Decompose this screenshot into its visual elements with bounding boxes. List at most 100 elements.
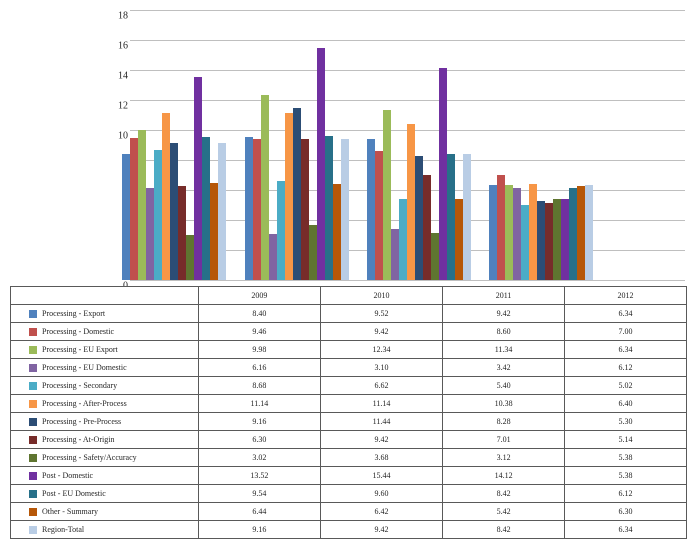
table-cell: 6.12 xyxy=(565,359,687,377)
table-cell: 3.68 xyxy=(320,449,442,467)
table-cell: 5.14 xyxy=(565,431,687,449)
bar xyxy=(391,229,399,280)
series-label: Post - Domestic xyxy=(11,467,199,485)
table-cell: 9.16 xyxy=(198,413,320,431)
y-tick-label: 16 xyxy=(108,41,128,52)
table-cell: 9.42 xyxy=(320,323,442,341)
bar xyxy=(553,199,561,280)
bar xyxy=(431,233,439,280)
table-row: Processing - EU Domestic6.163.103.426.12 xyxy=(11,359,687,377)
series-label-text: Processing - After-Process xyxy=(42,399,127,408)
square-icon xyxy=(29,400,37,408)
square-icon xyxy=(29,436,37,444)
table-row: Post - Domestic13.5215.4414.125.38 xyxy=(11,467,687,485)
data-table: 2009201020112012 Processing - Export8.40… xyxy=(10,286,687,539)
bar-group xyxy=(122,77,226,280)
bar xyxy=(122,154,130,280)
series-label-text: Processing - Domestic xyxy=(42,327,114,336)
table-cell: 5.02 xyxy=(565,377,687,395)
table-row: Processing - Secondary8.686.625.405.02 xyxy=(11,377,687,395)
series-label-text: Processing - Secondary xyxy=(42,381,117,390)
table-cell: 3.02 xyxy=(198,449,320,467)
bar xyxy=(439,68,447,280)
table-cell: 6.34 xyxy=(565,305,687,323)
series-label: Processing - Safety/Accuracy xyxy=(11,449,199,467)
table-row: Region-Total9.169.428.426.34 xyxy=(11,521,687,539)
bar xyxy=(367,139,375,280)
square-icon xyxy=(29,328,37,336)
bar xyxy=(585,185,593,280)
chart-container: 024681012141618 2009201020112012 Process… xyxy=(0,0,697,549)
table-cell: 9.54 xyxy=(198,485,320,503)
table-cell: 8.68 xyxy=(198,377,320,395)
table-row: Other - Summary6.446.425.426.30 xyxy=(11,503,687,521)
series-label: Processing - Domestic xyxy=(11,323,199,341)
column-header: 2010 xyxy=(320,287,442,305)
table-cell: 9.42 xyxy=(320,521,442,539)
bar xyxy=(497,175,505,280)
table-cell: 8.42 xyxy=(443,521,565,539)
table-cell: 12.34 xyxy=(320,341,442,359)
table-cell: 9.60 xyxy=(320,485,442,503)
bar xyxy=(333,184,341,280)
bar xyxy=(489,185,497,280)
bar xyxy=(561,199,569,280)
bar xyxy=(285,113,293,280)
bar xyxy=(423,175,431,280)
table-cell: 5.38 xyxy=(565,467,687,485)
table-cell: 9.46 xyxy=(198,323,320,341)
table-cell: 6.42 xyxy=(320,503,442,521)
bar xyxy=(186,235,194,280)
table-corner xyxy=(11,287,199,305)
series-label: Post - EU Domestic xyxy=(11,485,199,503)
table-cell: 6.34 xyxy=(565,521,687,539)
bar xyxy=(301,139,309,280)
square-icon xyxy=(29,472,37,480)
bar xyxy=(162,113,170,280)
bar xyxy=(202,137,210,280)
table-cell: 8.42 xyxy=(443,485,565,503)
series-label: Region-Total xyxy=(11,521,199,539)
series-label-text: Processing - Pre-Process xyxy=(42,417,121,426)
square-icon xyxy=(29,526,37,534)
table-cell: 7.00 xyxy=(565,323,687,341)
table-cell: 9.42 xyxy=(443,305,565,323)
series-label-text: Other - Summary xyxy=(42,507,98,516)
series-label-text: Processing - EU Domestic xyxy=(42,363,127,372)
table-row: Post - EU Domestic9.549.608.426.12 xyxy=(11,485,687,503)
bar xyxy=(293,108,301,280)
bar-group xyxy=(489,175,593,280)
bar xyxy=(513,188,521,280)
bar xyxy=(415,156,423,280)
bar xyxy=(194,77,202,280)
series-label: Processing - At-Origin xyxy=(11,431,199,449)
square-icon xyxy=(29,454,37,462)
bar xyxy=(447,154,455,280)
bar xyxy=(277,181,285,280)
table-cell: 3.12 xyxy=(443,449,565,467)
table-cell: 6.34 xyxy=(565,341,687,359)
table-cell: 5.30 xyxy=(565,413,687,431)
square-icon xyxy=(29,382,37,390)
table-cell: 6.62 xyxy=(320,377,442,395)
series-label-text: Processing - EU Export xyxy=(42,345,118,354)
bar xyxy=(178,186,186,281)
table-cell: 7.01 xyxy=(443,431,565,449)
table-row: Processing - After-Process11.1411.1410.3… xyxy=(11,395,687,413)
bar xyxy=(505,185,513,280)
bar xyxy=(146,188,154,280)
bar xyxy=(577,186,585,281)
bar xyxy=(569,188,577,280)
table-cell: 8.40 xyxy=(198,305,320,323)
y-tick-label: 18 xyxy=(108,11,128,22)
table-row: Processing - Pre-Process9.1611.448.285.3… xyxy=(11,413,687,431)
series-label-text: Region-Total xyxy=(42,525,84,534)
bar-group xyxy=(245,48,349,280)
square-icon xyxy=(29,418,37,426)
table-cell: 3.42 xyxy=(443,359,565,377)
table-cell: 6.40 xyxy=(565,395,687,413)
square-icon xyxy=(29,310,37,318)
bar xyxy=(154,150,162,280)
bar xyxy=(218,143,226,280)
column-header: 2009 xyxy=(198,287,320,305)
